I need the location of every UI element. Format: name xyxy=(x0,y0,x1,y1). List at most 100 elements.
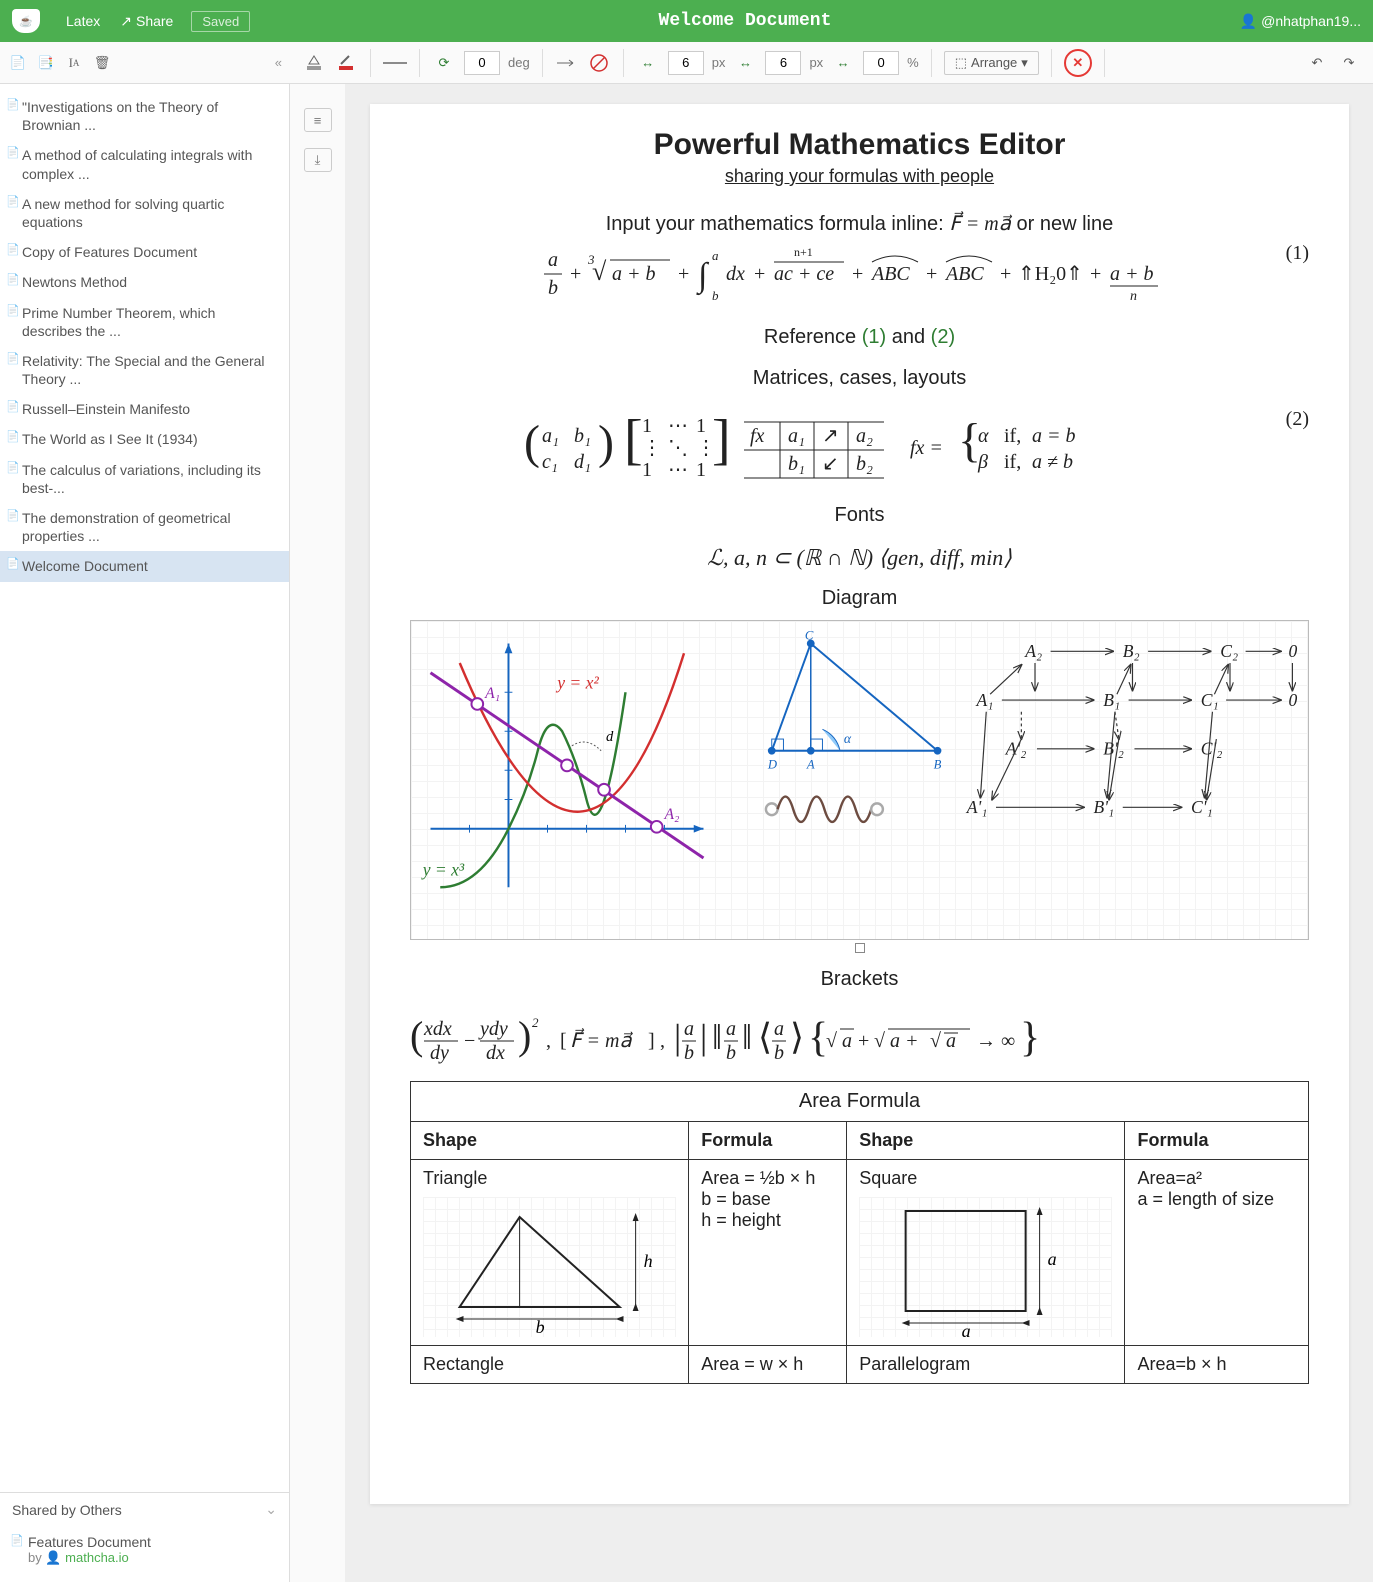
copy-doc-icon[interactable]: 📑 xyxy=(36,53,56,73)
arrow-style-icon[interactable] xyxy=(555,51,579,75)
page-subtitle: sharing your formulas with people xyxy=(410,166,1309,187)
svg-text:y = x³: y = x³ xyxy=(421,860,465,880)
no-arrow-icon[interactable] xyxy=(587,51,611,75)
share-button[interactable]: ↗ Share xyxy=(110,9,183,34)
svg-text:(: ( xyxy=(524,416,540,469)
fonts-line: ℒ, a, n ⊂ (ℝ ∩ ℕ) ⟨gen, diff, min⟩ xyxy=(410,545,1309,571)
svg-text:√: √ xyxy=(874,1030,885,1052)
svg-text:]: ] xyxy=(712,409,731,471)
area-table-title: Area Formula xyxy=(411,1082,1309,1122)
svg-text:ABC: ABC xyxy=(944,263,984,285)
app-logo-icon[interactable]: ☕ xyxy=(12,9,40,33)
saved-status: Saved xyxy=(191,11,250,32)
height-input[interactable] xyxy=(765,51,801,75)
trash-icon[interactable]: 🗑 xyxy=(92,53,112,73)
svg-text:+: + xyxy=(754,263,765,285)
sidebar-doc-item[interactable]: Russell–Einstein Manifesto xyxy=(0,394,289,424)
diagram-box[interactable]: y = x³ y = x² A₁ A₂ xyxy=(410,620,1309,940)
height-icon[interactable]: ↔ xyxy=(733,51,757,75)
share-button-label: Share xyxy=(136,13,173,29)
svg-text:+: + xyxy=(1090,263,1101,285)
page[interactable]: Powerful Mathematics Editor sharing your… xyxy=(370,104,1349,1504)
rotate-input[interactable] xyxy=(464,51,500,75)
sidebar-doc-item[interactable]: Prime Number Theorem, which describes th… xyxy=(0,298,289,346)
sidebar-doc-item[interactable]: The World as I See It (1934) xyxy=(0,424,289,454)
svg-text:a: a xyxy=(774,1018,784,1040)
sidebar-doc-item[interactable]: A method of calculating integrals with c… xyxy=(0,140,289,188)
svg-text:B'₁: B'₁ xyxy=(1094,797,1115,817)
ref-2[interactable]: (2) xyxy=(931,326,955,348)
svg-text:b: b xyxy=(536,1317,545,1337)
sidebar-doc-item[interactable]: Relativity: The Special and the General … xyxy=(0,346,289,394)
sidebar-doc-item[interactable]: The demonstration of geometrical propert… xyxy=(0,503,289,551)
svg-text:dy: dy xyxy=(430,1042,449,1064)
sidebar-doc-item[interactable]: Newtons Method xyxy=(0,267,289,297)
width-input[interactable] xyxy=(668,51,704,75)
sidebar-doc-item[interactable]: Copy of Features Document xyxy=(0,237,289,267)
width-unit: px xyxy=(712,55,726,70)
svg-text:√: √ xyxy=(592,257,607,286)
col-shape-2: Shape xyxy=(847,1122,1125,1160)
cell-triangle: Triangle b h xyxy=(411,1160,689,1346)
rotate-unit: deg xyxy=(508,55,530,70)
scale-icon[interactable]: ↔ xyxy=(831,51,855,75)
sidebar-doc-item[interactable]: Welcome Document xyxy=(0,551,289,581)
svg-text:√: √ xyxy=(826,1030,837,1052)
shared-doc-item[interactable]: Features Document by 👤 mathcha.io xyxy=(0,1530,289,1570)
shared-doc-byline: by 👤 mathcha.io xyxy=(28,1550,277,1566)
resize-handle[interactable] xyxy=(855,943,865,953)
sidebar: "Investigations on the Theory of Brownia… xyxy=(0,84,290,1582)
share-icon: ↗ xyxy=(120,13,132,30)
chevron-down-icon: ⌄ xyxy=(265,1501,277,1518)
sidebar-doc-item[interactable]: "Investigations on the Theory of Brownia… xyxy=(0,92,289,140)
width-icon[interactable]: ↔ xyxy=(636,51,660,75)
stroke-color-icon[interactable] xyxy=(334,51,358,75)
collapse-sidebar-icon[interactable]: « xyxy=(275,55,282,70)
svg-text:↗: ↗ xyxy=(822,425,839,447)
insert-icon[interactable]: ⤓ xyxy=(304,148,332,172)
user-label: @nhatphan19... xyxy=(1261,13,1361,29)
delete-button[interactable]: ✕ xyxy=(1064,49,1092,77)
ref-1[interactable]: (1) xyxy=(862,326,886,348)
brackets-line: ( xdxdy − ydydx ) 2 , [F⃗ = ma⃗] , |ab| … xyxy=(410,1009,1309,1069)
svg-text:⟩: ⟩ xyxy=(790,1017,804,1057)
svg-text:ABC: ABC xyxy=(870,263,910,285)
shared-list: Features Document by 👤 mathcha.io xyxy=(0,1526,289,1582)
svg-text:∫: ∫ xyxy=(696,257,710,296)
svg-text:if,: if, xyxy=(1004,451,1021,473)
svg-text:β: β xyxy=(977,451,988,473)
svg-text:b₁: b₁ xyxy=(574,425,591,447)
svg-text:): ) xyxy=(518,1013,531,1058)
rotate-icon[interactable]: ⟳ xyxy=(432,51,456,75)
svg-text:ac + ce: ac + ce xyxy=(774,263,834,285)
svg-text:α: α xyxy=(978,425,989,447)
col-shape-1: Shape xyxy=(411,1122,689,1160)
sidebar-doc-item[interactable]: A new method for solving quartic equatio… xyxy=(0,189,289,237)
svg-text:+: + xyxy=(570,263,581,285)
svg-text:if,: if, xyxy=(1004,425,1021,447)
undo-icon[interactable]: ↶ xyxy=(1305,51,1329,75)
svg-text:+: + xyxy=(858,1030,869,1052)
shared-doc-title: Features Document xyxy=(28,1534,277,1550)
svg-text:[: [ xyxy=(624,409,643,471)
fill-color-icon[interactable] xyxy=(302,51,326,75)
sidebar-doc-item[interactable]: The calculus of variations, including it… xyxy=(0,455,289,503)
line-style-icon[interactable] xyxy=(383,51,407,75)
latex-button[interactable]: Latex xyxy=(56,9,110,33)
svg-text:1: 1 xyxy=(642,459,652,481)
svg-text:F⃗ = ma⃗: F⃗ = ma⃗ xyxy=(570,1027,633,1052)
outline-icon[interactable]: ≡ xyxy=(304,108,332,132)
svg-text:↙: ↙ xyxy=(822,453,839,475)
redo-icon[interactable]: ↷ xyxy=(1337,51,1361,75)
rename-icon[interactable]: IA xyxy=(64,53,84,73)
svg-text:‖: ‖ xyxy=(742,1017,752,1057)
shared-by-others-header[interactable]: Shared by Others ⌄ xyxy=(0,1492,289,1526)
svg-text:b₂: b₂ xyxy=(856,453,873,475)
scale-input[interactable] xyxy=(863,51,899,75)
svg-text:d: d xyxy=(606,729,614,745)
svg-text:B'₂: B'₂ xyxy=(1103,739,1124,759)
arrange-dropdown[interactable]: ⬚ Arrange ▾ xyxy=(944,51,1039,75)
new-doc-icon[interactable]: 📄 xyxy=(8,53,28,73)
user-menu[interactable]: 👤 @nhatphan19... xyxy=(1240,13,1361,30)
equation-2: ( a₁b₁ c₁d₁ ) [ 1⋯1 ⋮⋱⋮ 1⋯1 ] xyxy=(410,408,1309,486)
